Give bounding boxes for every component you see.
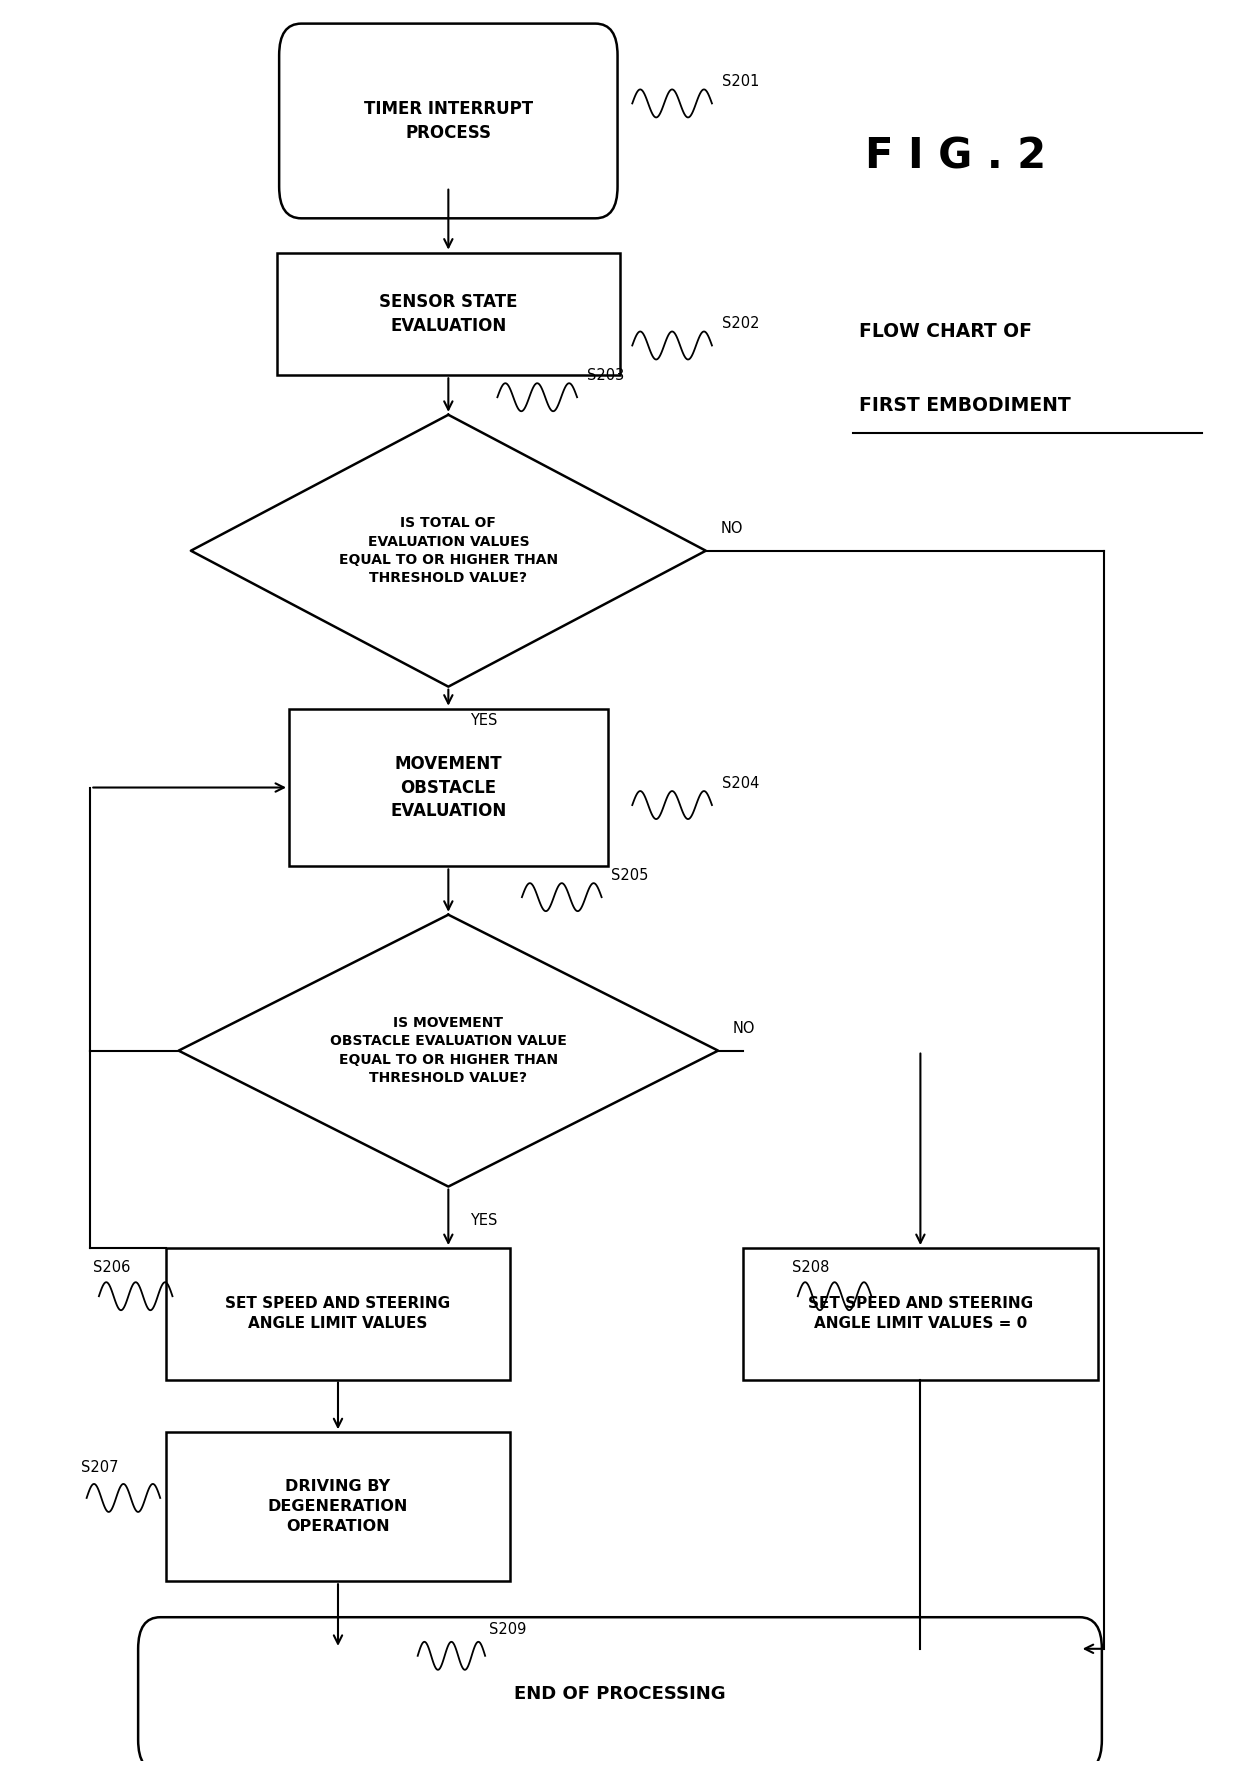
Text: DRIVING BY
DEGENERATION
OPERATION: DRIVING BY DEGENERATION OPERATION [268,1480,408,1535]
Text: FIRST EMBODIMENT: FIRST EMBODIMENT [859,396,1071,415]
Text: SET SPEED AND STEERING
ANGLE LIMIT VALUES: SET SPEED AND STEERING ANGLE LIMIT VALUE… [226,1296,450,1331]
Text: S203: S203 [587,368,624,384]
Bar [289,709,608,866]
Text: FLOW CHART OF: FLOW CHART OF [859,322,1032,341]
FancyBboxPatch shape [138,1618,1102,1768]
Bar [166,1432,510,1581]
FancyBboxPatch shape [279,23,618,217]
Bar [277,253,620,375]
Text: S207: S207 [81,1460,118,1475]
Bar [166,1248,510,1379]
Text: YES: YES [470,713,497,728]
Text: S205: S205 [611,868,649,884]
Text: SENSOR STATE
EVALUATION: SENSOR STATE EVALUATION [379,293,517,334]
Text: TIMER INTERRUPT
PROCESS: TIMER INTERRUPT PROCESS [363,101,533,141]
Text: NO: NO [720,522,743,536]
Text: SET SPEED AND STEERING
ANGLE LIMIT VALUES = 0: SET SPEED AND STEERING ANGLE LIMIT VALUE… [807,1296,1033,1331]
Polygon shape [179,914,718,1186]
Text: MOVEMENT
OBSTACLE
EVALUATION: MOVEMENT OBSTACLE EVALUATION [391,755,506,820]
Text: S208: S208 [791,1261,830,1275]
Text: NO: NO [733,1022,755,1036]
Text: S202: S202 [722,316,759,331]
Text: S201: S201 [722,74,759,90]
Text: S206: S206 [93,1261,130,1275]
Text: S204: S204 [722,776,759,790]
Text: S209: S209 [489,1621,526,1637]
Bar [743,1248,1099,1379]
Text: IS MOVEMENT
OBSTACLE EVALUATION VALUE
EQUAL TO OR HIGHER THAN
THRESHOLD VALUE?: IS MOVEMENT OBSTACLE EVALUATION VALUE EQ… [330,1017,567,1086]
Text: END OF PROCESSING: END OF PROCESSING [515,1685,725,1703]
Text: F I G . 2: F I G . 2 [866,134,1047,177]
Text: IS TOTAL OF
EVALUATION VALUES
EQUAL TO OR HIGHER THAN
THRESHOLD VALUE?: IS TOTAL OF EVALUATION VALUES EQUAL TO O… [339,516,558,585]
Polygon shape [191,415,706,686]
Text: YES: YES [470,1213,497,1229]
